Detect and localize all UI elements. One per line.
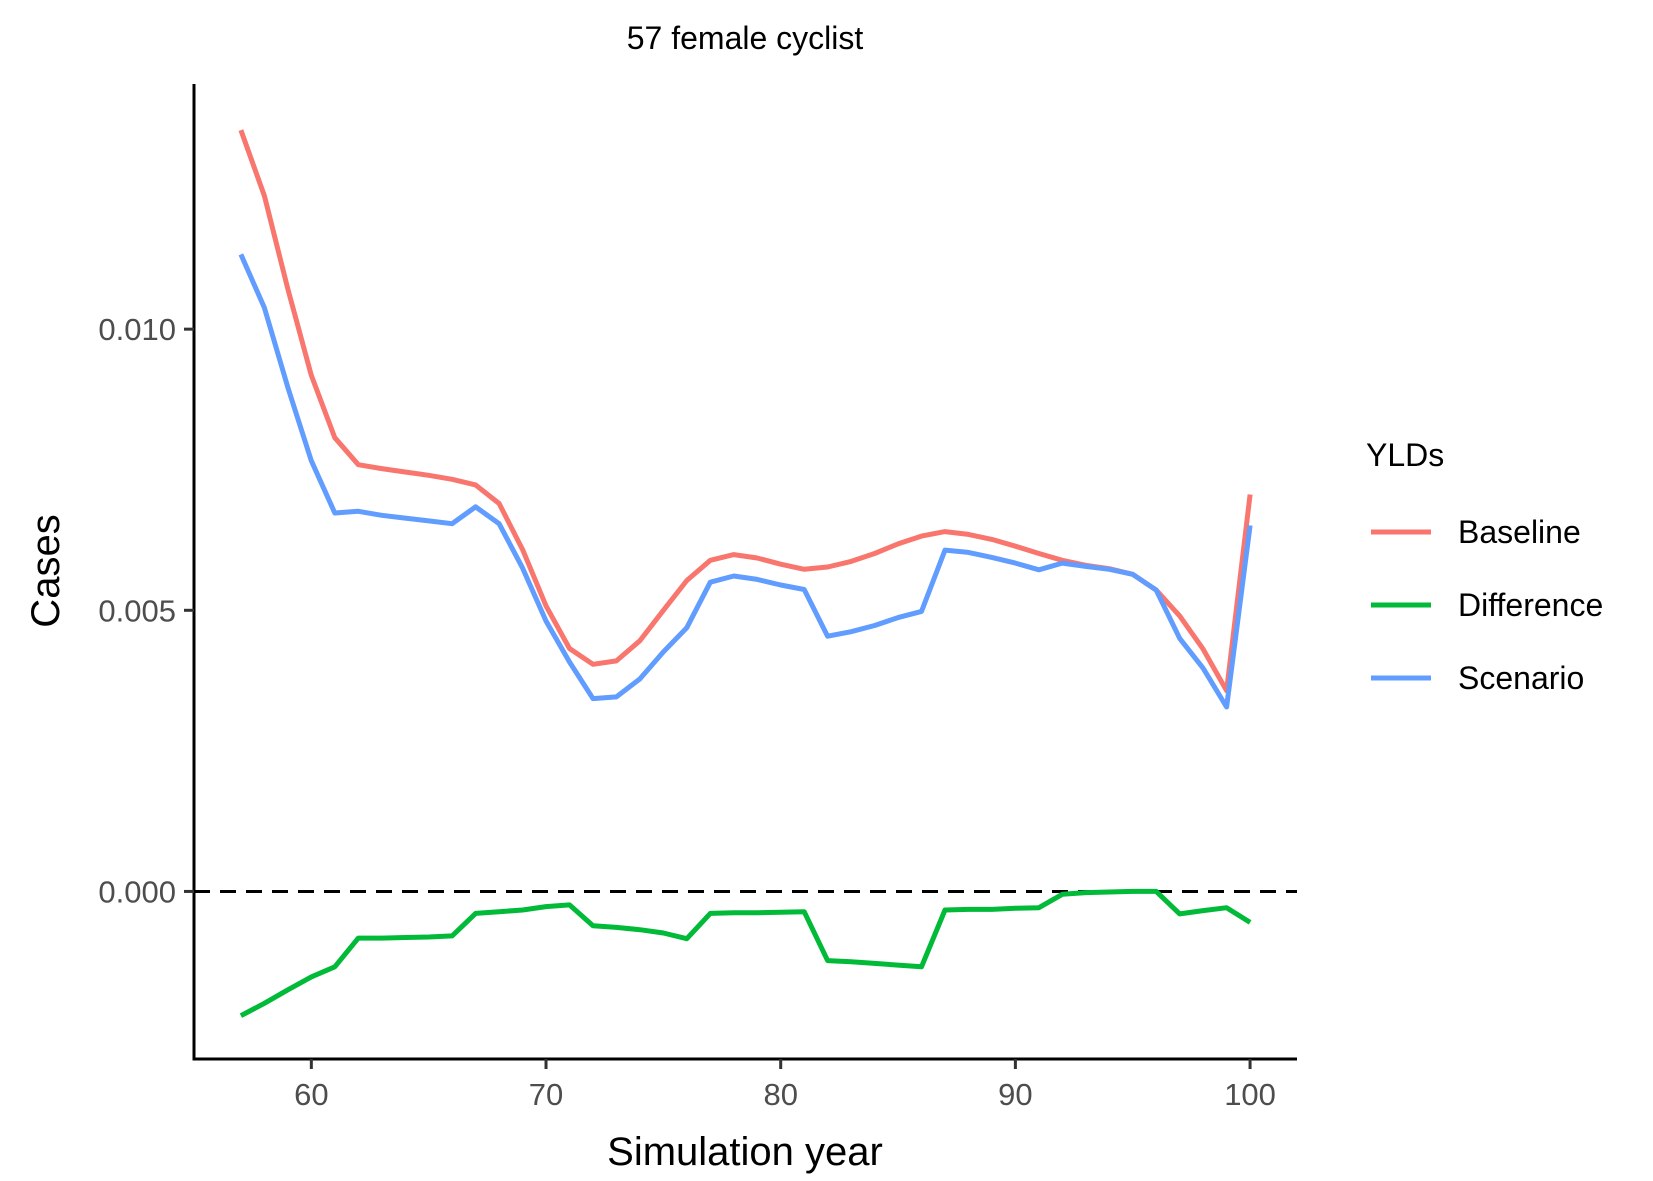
chart-title: 57 female cyclist [627, 20, 864, 56]
legend-label-scenario: Scenario [1458, 660, 1584, 696]
series-line-difference [239, 888, 1252, 1018]
legend-title: YLDs [1366, 437, 1444, 473]
x-tick-label: 60 [294, 1077, 328, 1112]
x-tick-label: 100 [1224, 1077, 1276, 1112]
y-axis-title: Cases [24, 514, 68, 627]
legend: YLDs Baseline Difference Scenario [1366, 437, 1603, 696]
y-tick-label: 0.005 [98, 593, 176, 628]
y-axis-ticks: 0.000 0.005 0.010 [98, 312, 194, 909]
series-line-baseline [238, 129, 1253, 694]
legend-label-baseline: Baseline [1458, 514, 1581, 550]
y-tick-label: 0.000 [98, 874, 176, 909]
legend-label-difference: Difference [1458, 587, 1603, 623]
x-tick-label: 90 [998, 1077, 1032, 1112]
x-tick-label: 70 [529, 1077, 563, 1112]
x-tick-label: 80 [763, 1077, 797, 1112]
x-axis-title: Simulation year [607, 1130, 883, 1174]
y-tick-label: 0.010 [98, 312, 176, 347]
series-layer [238, 129, 1253, 1018]
series-line-scenario [238, 253, 1253, 710]
x-axis-ticks: 60 70 80 90 100 [294, 1059, 1276, 1112]
